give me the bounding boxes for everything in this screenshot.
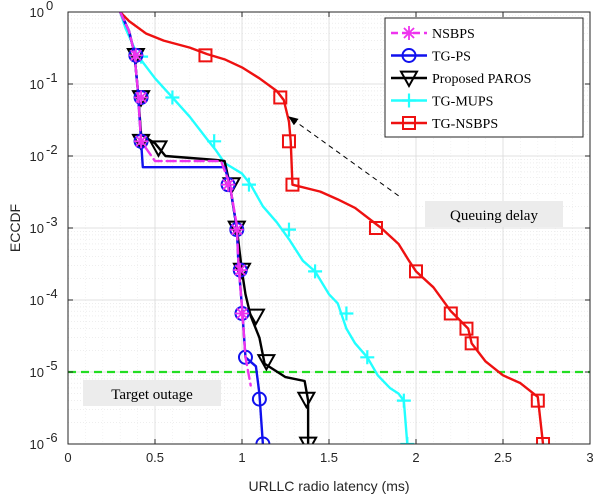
data-point-tg-mups — [165, 90, 180, 105]
x-tick-label: 0.5 — [146, 450, 164, 465]
data-point-tg-nsbps — [530, 393, 545, 408]
data-point-nsbps — [229, 222, 244, 237]
legend-label-proposed-paros: Proposed PAROS — [432, 72, 531, 87]
y-tick-label: 10 — [30, 149, 44, 164]
data-point-tg-mups — [281, 222, 296, 237]
data-point-tg-nsbps — [273, 90, 288, 105]
data-point-nsbps — [235, 306, 249, 321]
data-point-tg-mups — [339, 306, 354, 321]
y-tick-label: 10 — [30, 5, 44, 20]
data-point-proposed-paros — [296, 391, 317, 410]
x-tick-label: 1 — [238, 450, 245, 465]
series-line-tg-nsbps — [118, 12, 545, 444]
x-tick-label: 3 — [586, 450, 593, 465]
series-layer — [118, 12, 551, 444]
data-point-tg-mups — [400, 437, 415, 444]
target-outage-box — [83, 380, 221, 406]
annotation-label: Queuing delay — [450, 208, 538, 224]
y-tick-exponent: -2 — [46, 142, 58, 157]
data-point-tg-mups — [308, 264, 323, 279]
y-tick-label: 10 — [30, 77, 44, 92]
y-tick-exponent: -6 — [46, 430, 58, 445]
data-point-tg-mups — [396, 393, 411, 408]
data-point-tg-nsbps — [459, 321, 474, 336]
data-point-tg-mups — [207, 134, 222, 149]
legend-marker-tg-nsbps — [402, 116, 416, 130]
data-point-nsbps — [134, 90, 149, 105]
data-point-tg-mups — [241, 177, 256, 192]
series-line-tg-mups — [118, 12, 409, 444]
y-tick-label: 10 — [30, 437, 44, 452]
y-tick-label: 10 — [30, 221, 44, 236]
y-axis-label: ECCDF — [7, 204, 23, 252]
data-point-tg-nsbps — [198, 48, 213, 63]
y-tick-exponent: -4 — [46, 286, 58, 301]
target-outage-annotation: Target outage — [83, 380, 221, 406]
legend-marker-tg-mups — [402, 93, 416, 108]
data-point-tg-nsbps — [443, 306, 458, 321]
legend-label-nsbps: NSBPS — [432, 27, 475, 42]
data-point-nsbps — [233, 263, 248, 278]
series-nsbps — [118, 12, 252, 387]
series-tg-mups — [118, 12, 415, 444]
x-tick-label: 0 — [64, 450, 71, 465]
legend-marker-nsbps — [402, 26, 416, 40]
data-point-proposed-paros — [256, 354, 277, 372]
data-point-tg-mups — [360, 350, 375, 365]
x-tick-label: 2 — [412, 450, 419, 465]
target-outage-label: Target outage — [111, 387, 193, 403]
data-point-tg-ps — [255, 436, 271, 444]
legend: NSBPS TG-PS Proposed PAROS TG-MUPS TG-NSBPS — [384, 17, 584, 138]
data-point-tg-nsbps — [536, 437, 551, 444]
y-tick-exponent: -3 — [46, 214, 58, 229]
data-point-nsbps — [128, 48, 143, 63]
x-axis-label: URLLC radio latency (ms) — [248, 478, 409, 494]
data-point-proposed-paros — [148, 140, 169, 158]
legend-label-tg-mups: TG-MUPS — [432, 95, 493, 110]
data-point-proposed-paros — [246, 308, 266, 327]
data-point-tg-nsbps — [281, 134, 296, 149]
y-tick-label: 10 — [30, 293, 44, 308]
data-point-nsbps — [221, 177, 236, 192]
data-point-tg-nsbps — [464, 336, 479, 351]
legend-marker-proposed-paros — [399, 70, 419, 89]
data-point-tg-nsbps — [409, 264, 423, 279]
legend-marker-tg-ps — [401, 48, 417, 63]
legend-label-tg-nsbps: TG-NSBPS — [432, 117, 498, 132]
y-tick-exponent: -5 — [46, 358, 58, 373]
data-point-tg-nsbps — [368, 221, 383, 235]
data-point-tg-nsbps — [285, 177, 300, 192]
x-tick-label: 2.5 — [494, 450, 512, 465]
legend-label-tg-ps: TG-PS — [432, 50, 471, 65]
annotation-box — [425, 201, 563, 227]
annotation-arrow — [288, 116, 399, 197]
y-tick-label: 10 — [30, 365, 44, 380]
data-point-proposed-paros — [298, 436, 318, 444]
data-point-nsbps — [134, 134, 149, 149]
series-tg-nsbps — [118, 12, 551, 444]
y-tick-exponent: 0 — [46, 0, 53, 13]
x-tick-label: 1.5 — [320, 450, 338, 465]
data-point-tg-ps — [251, 391, 267, 407]
queuing-delay-annotation: Queuing delay — [288, 116, 563, 227]
y-tick-exponent: -1 — [46, 70, 58, 85]
